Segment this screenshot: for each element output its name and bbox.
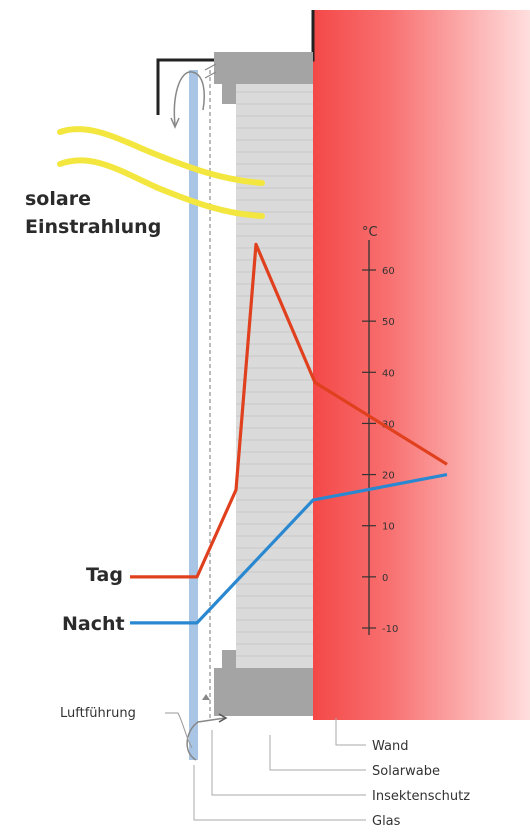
leader-solarwabe bbox=[269, 735, 366, 771]
sun-rays bbox=[57, 126, 265, 219]
night-curve bbox=[130, 473, 448, 625]
scale-tick-label: 50 bbox=[382, 317, 395, 328]
airflow-leader bbox=[165, 712, 193, 749]
legend-insektenschutz: Insektenschutz bbox=[372, 789, 470, 804]
top-frame bbox=[214, 52, 313, 84]
scale-tick-label: 40 bbox=[382, 368, 395, 379]
scale-tick-label: -10 bbox=[382, 624, 398, 635]
bottom-frame bbox=[214, 668, 313, 716]
solar-honeycomb bbox=[236, 84, 313, 668]
scale-tick-label: 20 bbox=[382, 471, 395, 482]
scale-tick-label: 10 bbox=[382, 522, 395, 533]
wall bbox=[313, 10, 530, 720]
airflow-label: Luftführung bbox=[60, 706, 136, 721]
scale-tick-label: 30 bbox=[382, 419, 395, 430]
legend-glas: Glas bbox=[372, 814, 401, 829]
solar-label-line2: Einstrahlung bbox=[25, 216, 161, 238]
scale-tick-label: 60 bbox=[382, 266, 395, 277]
leader-wand bbox=[335, 718, 366, 746]
solar-label-line1: solare bbox=[25, 188, 91, 210]
legend-solarwabe: Solarwabe bbox=[372, 764, 440, 779]
unit-label: °C bbox=[362, 225, 378, 240]
night-label: Nacht bbox=[62, 613, 125, 635]
legend-wand: Wand bbox=[372, 739, 408, 754]
leader-glas bbox=[193, 765, 366, 821]
scale-tick-label: 0 bbox=[382, 573, 388, 584]
airflow-top-arrow bbox=[173, 71, 205, 126]
day-label: Tag bbox=[86, 564, 123, 586]
day-curve bbox=[130, 242, 448, 579]
glass-pane bbox=[189, 70, 198, 760]
leader-insektenschutz bbox=[211, 730, 366, 796]
